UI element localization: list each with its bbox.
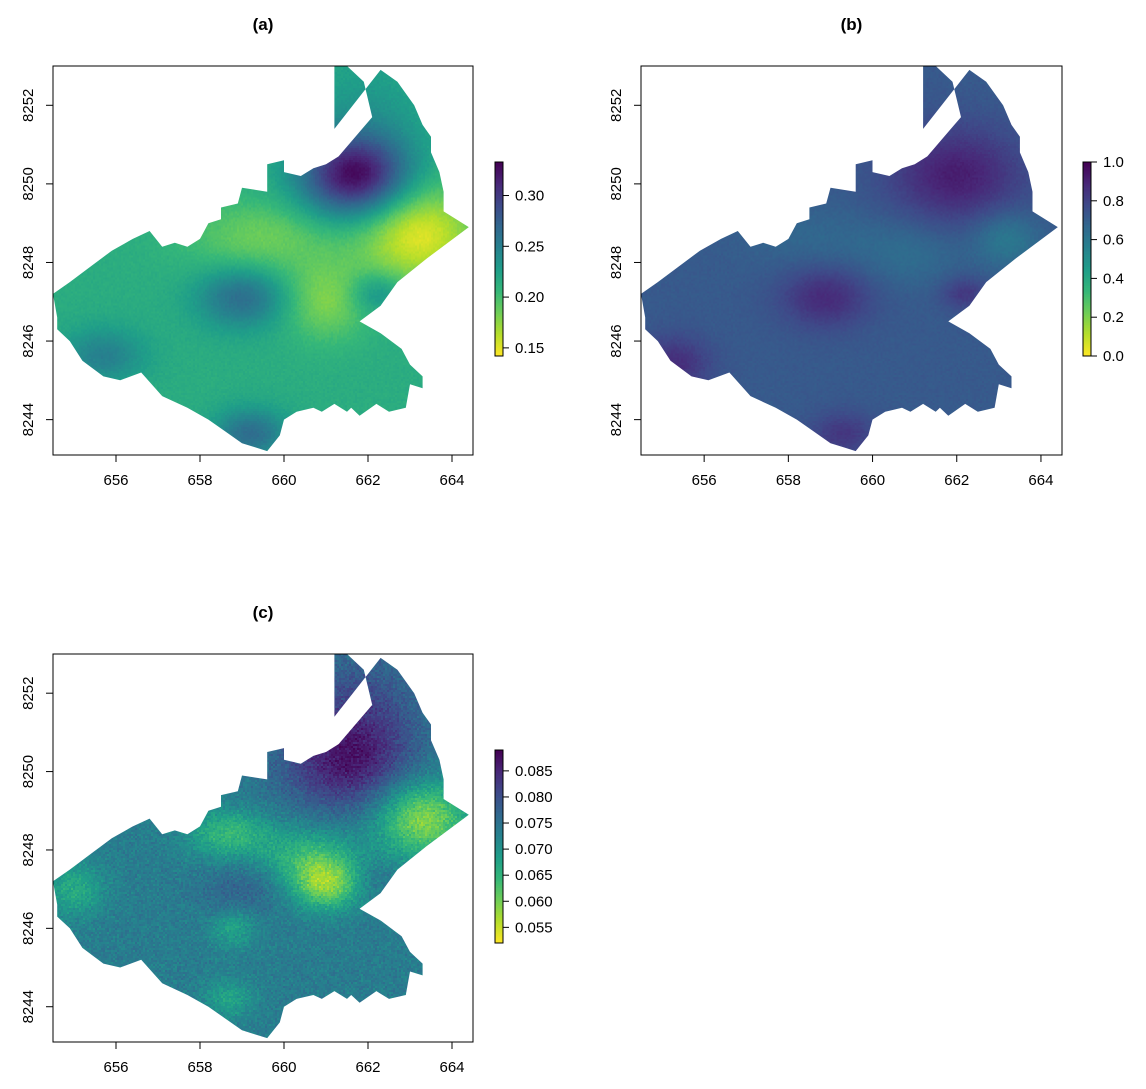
plot-frame xyxy=(640,65,1063,456)
y-tick-label: 8244 xyxy=(20,990,37,1023)
colorbar-frame xyxy=(1082,161,1092,357)
x-tick-label: 662 xyxy=(944,472,969,489)
x-tick-label: 658 xyxy=(776,472,801,489)
y-tick-label: 8252 xyxy=(20,677,37,710)
colorbar-tick-label: 0.30 xyxy=(515,188,544,205)
colorbar-tick-label: 0.0 xyxy=(1103,348,1124,365)
y-tick-label: 8252 xyxy=(20,89,37,122)
colorbar-tick-label: 0.055 xyxy=(515,919,553,936)
colorbar-tick-label: 0.075 xyxy=(515,815,553,832)
y-tick-label: 8248 xyxy=(20,246,37,279)
y-tick-label: 8244 xyxy=(20,403,37,436)
x-tick-label: 664 xyxy=(439,472,464,489)
y-tick-label: 8248 xyxy=(608,246,625,279)
y-tick-label: 8246 xyxy=(20,912,37,945)
plot-frame xyxy=(52,653,474,1043)
panel-title: (c) xyxy=(253,603,274,622)
panel-title: (a) xyxy=(253,15,274,34)
plot-frame xyxy=(52,65,474,456)
colorbar xyxy=(495,162,503,356)
colorbar-tick-label: 0.25 xyxy=(515,238,544,255)
y-tick-label: 8248 xyxy=(20,833,37,866)
colorbar-frame xyxy=(494,161,504,357)
panel-title: (b) xyxy=(841,15,863,34)
y-tick-label: 8252 xyxy=(608,89,625,122)
colorbar-tick-label: 0.15 xyxy=(515,340,544,357)
colorbar-tick-label: 0.060 xyxy=(515,893,553,910)
y-tick-label: 8246 xyxy=(608,324,625,357)
y-tick-label: 8244 xyxy=(608,403,625,436)
y-tick-label: 8250 xyxy=(608,167,625,200)
panel-b: (b) 656 658 660 662 664 8244 8246 8248 8250 8252 0.… xyxy=(608,15,1124,489)
colorbar-tick-label: 0.8 xyxy=(1103,193,1124,210)
x-tick-label: 656 xyxy=(103,1059,128,1076)
colorbar-frame xyxy=(494,749,504,944)
x-tick-label: 662 xyxy=(355,472,380,489)
x-tick-label: 660 xyxy=(860,472,885,489)
colorbar-tick-label: 0.070 xyxy=(515,841,553,858)
colorbar xyxy=(495,750,503,943)
x-tick-label: 660 xyxy=(271,472,296,489)
y-tick-label: 8250 xyxy=(20,755,37,788)
colorbar-tick-label: 0.080 xyxy=(515,789,553,806)
colorbar xyxy=(1083,162,1091,356)
colorbar-tick-label: 0.20 xyxy=(515,289,544,306)
x-tick-label: 662 xyxy=(355,1059,380,1076)
x-tick-label: 656 xyxy=(692,472,717,489)
x-tick-label: 664 xyxy=(439,1059,464,1076)
y-tick-label: 8246 xyxy=(20,324,37,357)
heatmap-raster xyxy=(53,654,469,1039)
x-tick-label: 658 xyxy=(187,472,212,489)
heatmap-raster xyxy=(53,66,469,452)
colorbar-tick-label: 0.085 xyxy=(515,763,553,780)
colorbar-tick-label: 0.065 xyxy=(515,867,553,884)
colorbar-tick-label: 1.0 xyxy=(1103,154,1124,171)
heatmap-raster xyxy=(641,66,1058,452)
x-tick-label: 664 xyxy=(1028,472,1053,489)
colorbar-tick-label: 0.6 xyxy=(1103,232,1124,249)
x-tick-label: 658 xyxy=(187,1059,212,1076)
panel-c: (c) 656 658 660 662 664 8244 8246 8248 8250 8252 0.… xyxy=(20,603,553,1076)
panel-a: (a) 656 658 660 662 664 8244 8246 8248 8250 8252 0.… xyxy=(20,15,544,489)
colorbar-tick-label: 0.2 xyxy=(1103,309,1124,326)
x-tick-label: 656 xyxy=(103,472,128,489)
y-tick-label: 8250 xyxy=(20,167,37,200)
x-tick-label: 660 xyxy=(271,1059,296,1076)
colorbar-tick-label: 0.4 xyxy=(1103,270,1124,287)
